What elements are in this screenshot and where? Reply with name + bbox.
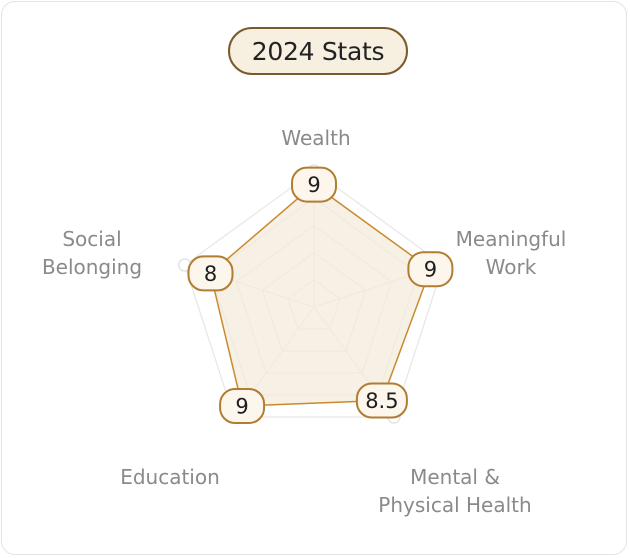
value-label: 9 xyxy=(235,395,248,419)
value-pill xyxy=(291,166,337,203)
axis-label-line: Wealth xyxy=(281,126,350,150)
axis-label: Mental & Physical Health xyxy=(378,465,531,517)
value-pill xyxy=(407,251,454,288)
series-area xyxy=(209,183,432,407)
value-label: 9 xyxy=(307,173,320,197)
axis-label: Wealth xyxy=(281,126,350,150)
axis-label-line: Belonging xyxy=(42,255,142,279)
value-pill xyxy=(219,388,266,424)
axis-label-line: Mental & xyxy=(410,465,500,489)
axis-label-line: Physical Health xyxy=(378,493,531,517)
axis-label: Education xyxy=(120,465,220,489)
axis-label: Meaningful Work xyxy=(456,227,567,279)
value-label: 8.5 xyxy=(365,389,398,413)
value-pill xyxy=(355,382,408,419)
axis-label-line: Social xyxy=(62,227,121,251)
axis-label-line: Work xyxy=(486,255,537,279)
axis-label-line: Meaningful xyxy=(456,227,567,251)
value-label: 8 xyxy=(204,262,217,286)
value-label: 9 xyxy=(424,258,437,282)
chart-title: 2024 Stats xyxy=(228,27,408,75)
grid-ring xyxy=(183,170,445,418)
axis-label: Social Belonging xyxy=(42,227,142,279)
axis-label-line: Education xyxy=(120,465,220,489)
value-pill xyxy=(187,255,234,292)
